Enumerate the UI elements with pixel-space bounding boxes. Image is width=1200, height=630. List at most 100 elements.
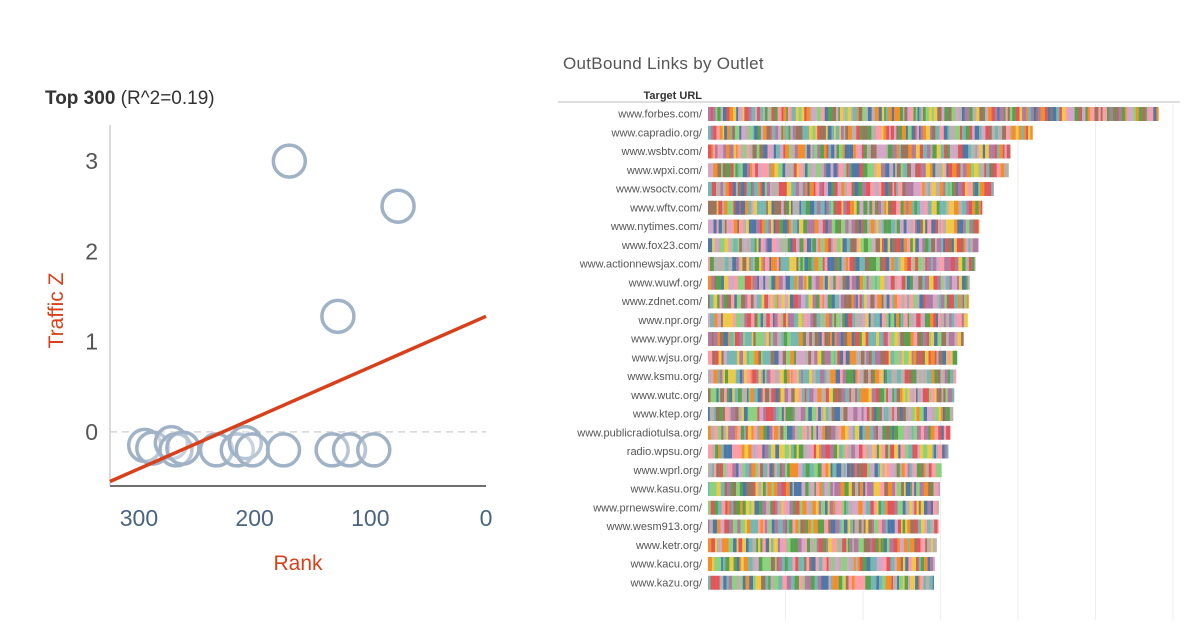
bar-segment xyxy=(940,369,945,384)
bar-segment xyxy=(866,275,869,290)
bar-segment xyxy=(841,219,846,234)
bar-segment xyxy=(991,107,996,121)
bar-segment xyxy=(978,200,981,215)
bar-segment xyxy=(758,482,762,496)
bar-segment xyxy=(878,500,882,515)
bar-segment xyxy=(830,350,835,365)
bar-segment xyxy=(865,425,870,440)
bar-segment xyxy=(721,294,724,309)
bar-segment xyxy=(782,444,785,459)
bar-segment xyxy=(723,182,726,196)
bar-segment xyxy=(793,294,799,309)
bar-segment xyxy=(771,200,774,215)
bar-segment xyxy=(903,219,907,234)
bar-segment xyxy=(745,332,749,346)
bar-segment xyxy=(792,238,797,253)
bar-segment xyxy=(787,313,791,328)
bar-segment xyxy=(958,275,963,290)
bar-segment xyxy=(768,163,772,178)
bar-segment xyxy=(754,500,757,515)
bar-segment xyxy=(881,500,886,515)
bar-segment xyxy=(715,275,720,290)
bar-segment xyxy=(892,182,895,196)
bar-segment xyxy=(978,163,981,178)
bar-segment xyxy=(903,313,908,328)
bar-segment xyxy=(839,444,843,459)
bar-segment xyxy=(805,294,809,309)
bar-segment xyxy=(872,538,876,553)
bar-segment xyxy=(788,219,792,234)
bar-segment xyxy=(954,182,957,196)
bar-segment xyxy=(726,125,731,140)
bar-segment xyxy=(881,182,886,196)
y-axis-label: Traffic Z xyxy=(45,272,68,348)
bar-segment xyxy=(736,350,740,365)
bar-segment xyxy=(775,388,779,403)
bar-segment xyxy=(767,463,770,478)
bar-segment xyxy=(907,519,911,534)
bar-segment xyxy=(841,182,845,196)
bar-segment xyxy=(789,425,793,440)
bar-segment xyxy=(790,575,795,590)
bar-segment xyxy=(984,182,988,196)
bar-segment xyxy=(831,182,835,196)
bar-segment xyxy=(948,332,953,346)
bar-segment xyxy=(805,369,810,384)
bar-segment xyxy=(760,182,763,196)
bar-segment xyxy=(712,444,716,459)
bar-segment xyxy=(947,369,951,384)
bar-segment xyxy=(796,463,799,478)
bar xyxy=(708,444,949,459)
bar-segment xyxy=(806,107,811,121)
bar-segment xyxy=(738,407,742,421)
bar-segment xyxy=(904,332,907,346)
bar-segment xyxy=(866,444,869,459)
bar-segment xyxy=(916,369,919,384)
bar-segment xyxy=(789,369,792,384)
bar-segment xyxy=(818,425,823,440)
bar-segment xyxy=(880,350,886,365)
bar-segment xyxy=(763,107,766,121)
bar-segment xyxy=(887,369,892,384)
bar-segment xyxy=(947,350,951,365)
bar-segment xyxy=(923,500,928,515)
bar-segment xyxy=(927,538,932,553)
bar-segment xyxy=(769,463,773,478)
bar-segment xyxy=(763,425,767,440)
bar-segment xyxy=(824,238,829,253)
bar-segment xyxy=(880,538,885,553)
bar-segment xyxy=(769,257,772,271)
bar-segment xyxy=(752,163,756,178)
bar-segment xyxy=(759,219,763,234)
bar-segment xyxy=(878,200,882,215)
bar-segment xyxy=(729,107,734,121)
bar-category-label: www.wutc.org/ xyxy=(630,390,703,402)
bar-segment xyxy=(842,163,845,178)
bar-segment xyxy=(757,388,761,403)
bar-segment xyxy=(823,163,827,178)
bar-segment xyxy=(922,275,925,290)
bar-segment xyxy=(777,332,782,346)
bar-segment xyxy=(984,163,987,178)
bar-segment xyxy=(745,294,748,309)
bar-segment xyxy=(823,407,826,421)
bar-segment xyxy=(962,163,967,178)
bar-segment xyxy=(713,369,718,384)
bar-segment xyxy=(896,144,900,159)
bar-segment xyxy=(916,182,921,196)
bar-segment xyxy=(817,575,822,590)
bar-segment xyxy=(851,182,855,196)
bar-segment xyxy=(905,275,908,290)
bar-segment xyxy=(931,369,935,384)
bar xyxy=(708,388,955,403)
bar-segment xyxy=(819,482,823,496)
bar-segment xyxy=(718,219,723,234)
bar-segment xyxy=(859,463,864,478)
bar-segment xyxy=(718,388,721,403)
bar-segment xyxy=(878,107,883,121)
bar-segment xyxy=(727,482,731,496)
bar-segment xyxy=(908,350,912,365)
bar-segment xyxy=(713,257,718,271)
bar-segment xyxy=(732,575,737,590)
bar-segment xyxy=(797,219,800,234)
